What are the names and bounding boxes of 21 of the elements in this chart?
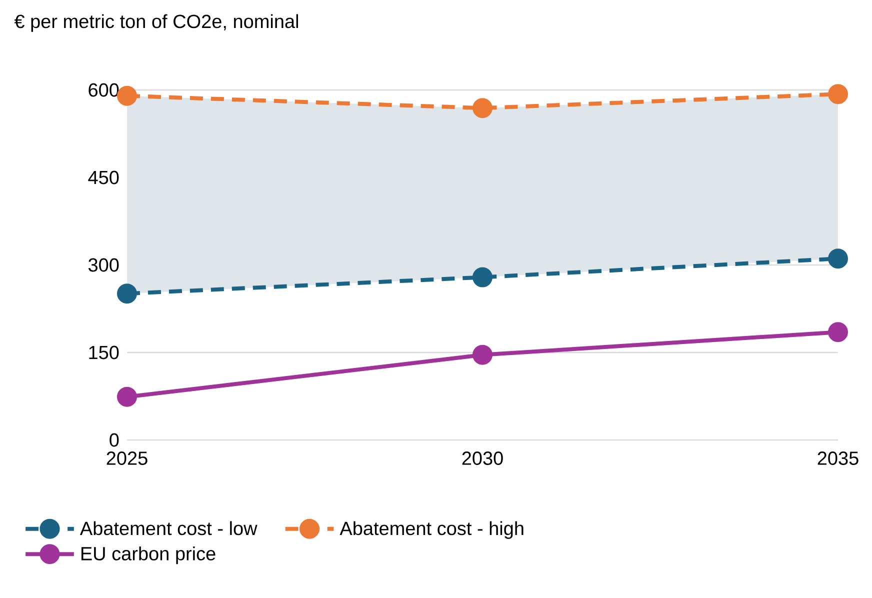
legend-label: EU carbon price — [81, 546, 216, 564]
y-tick-label: 0 — [110, 433, 119, 447]
legend-label: Abatement cost - high — [340, 521, 524, 539]
y-tick-label: 150 — [89, 346, 119, 360]
y-tick-label: 300 — [88, 258, 119, 272]
point — [828, 84, 848, 104]
point — [472, 98, 493, 118]
x-tick-label: 2035 — [818, 452, 858, 465]
point — [828, 248, 848, 269]
point — [117, 386, 138, 407]
point — [472, 344, 493, 365]
point — [117, 284, 138, 304]
point — [117, 86, 138, 106]
point — [828, 322, 848, 342]
y-axis-title: € per metric ton of CO2e, nominal — [14, 14, 298, 32]
y-tick-label: 450 — [88, 170, 119, 184]
x-tick-label: 2030 — [462, 452, 503, 465]
point — [472, 267, 493, 288]
legend-label: Abatement cost - low — [80, 521, 258, 536]
y-tick-label: 600 — [88, 83, 119, 97]
x-tick-label: 2025 — [106, 452, 148, 465]
